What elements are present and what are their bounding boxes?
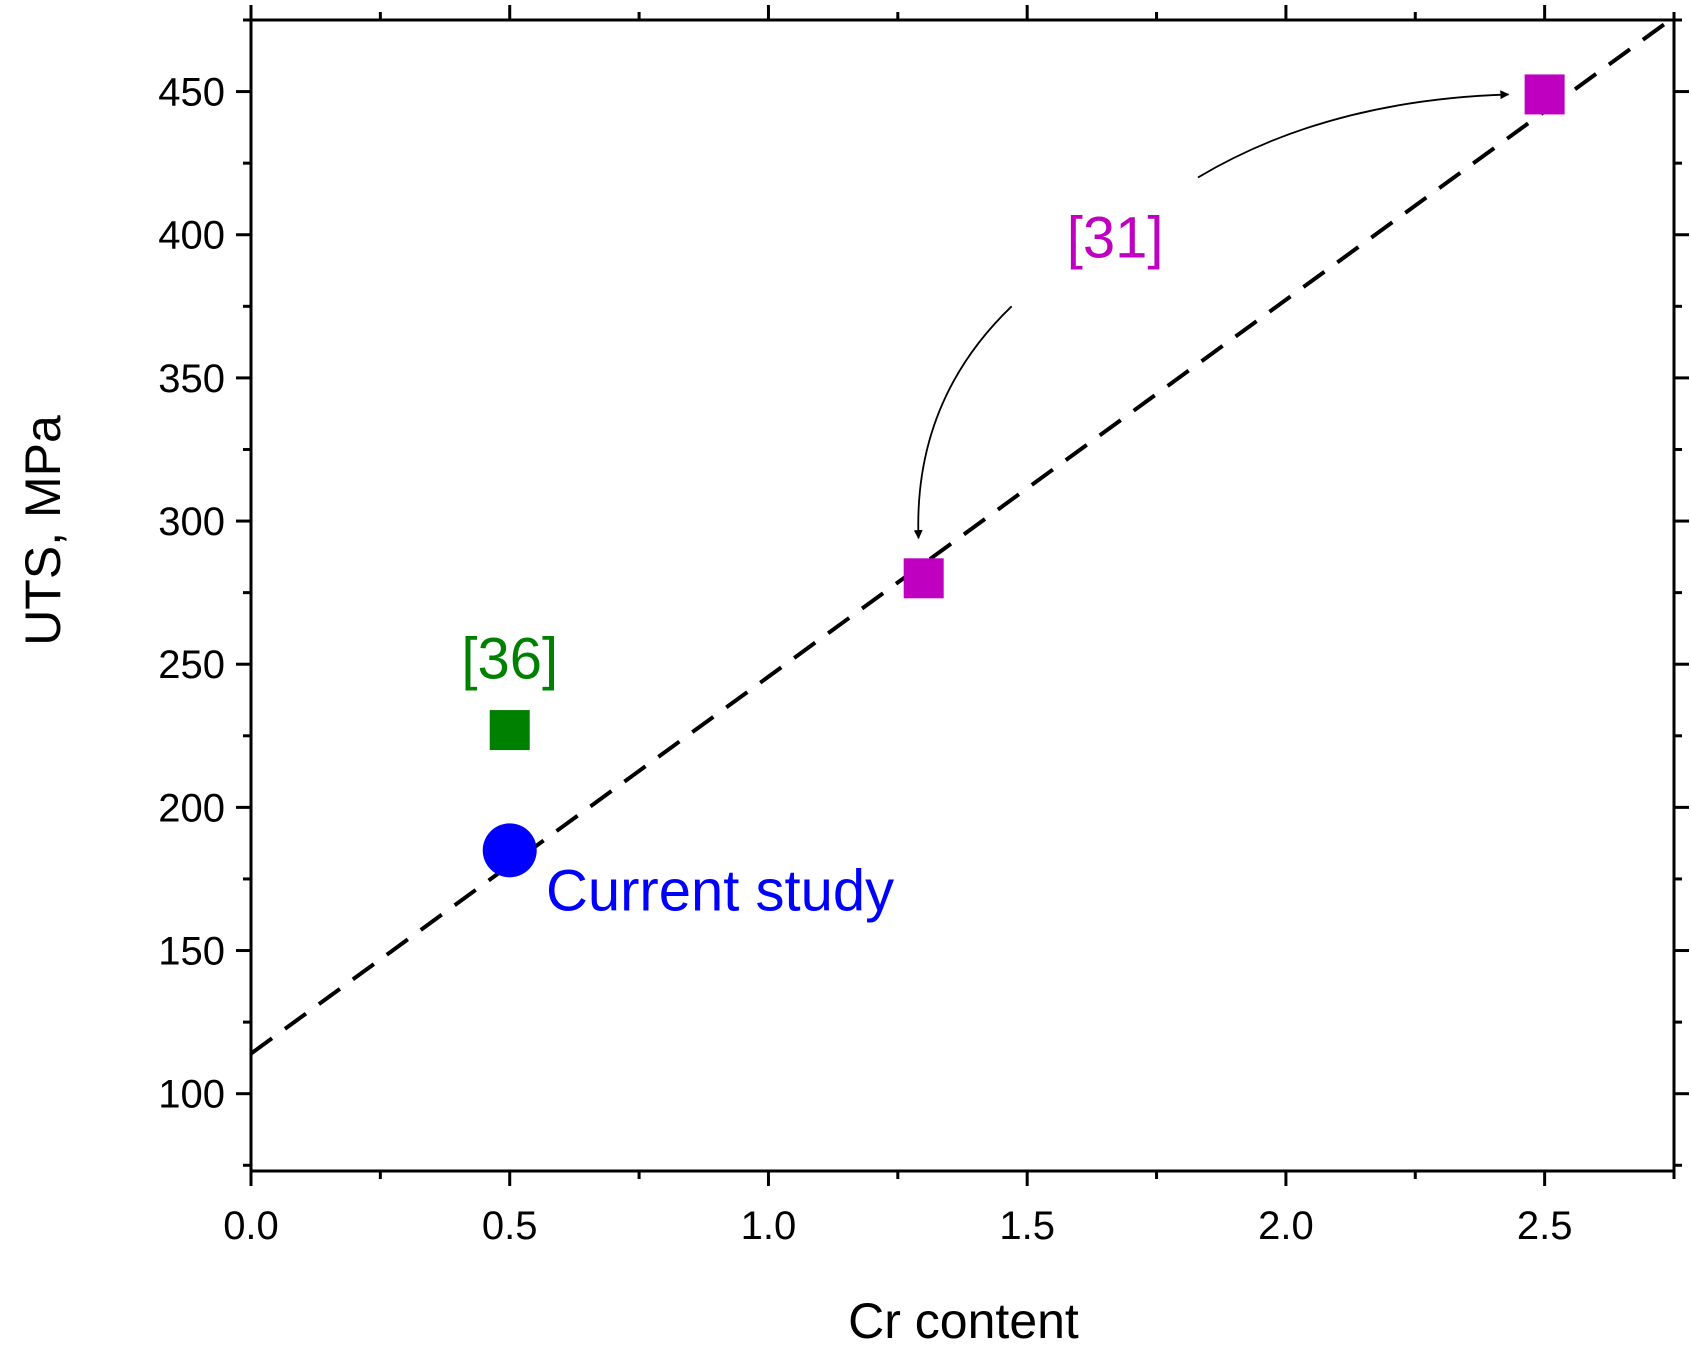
y-tick-label: 200 <box>158 786 225 830</box>
data-point-square <box>489 710 530 751</box>
x-tick-label: 1.0 <box>741 1204 797 1248</box>
annotation-layer: Current study [36] [31] <box>461 206 1163 924</box>
annotation-arrow <box>1197 90 1510 179</box>
x-tick-label: 2.0 <box>1258 1204 1314 1248</box>
x-tick-label: 1.5 <box>999 1204 1055 1248</box>
y-tick-label: 400 <box>158 214 225 258</box>
y-tick-label: 150 <box>158 930 225 974</box>
annotation-label: [36] <box>461 627 558 692</box>
y-tick-label: 100 <box>158 1073 225 1117</box>
data-point-square <box>1524 74 1565 115</box>
annotation-label: Current study <box>546 858 894 923</box>
y-tick-label: 450 <box>158 71 225 115</box>
x-axis-title: Cr content <box>848 1293 1079 1349</box>
y-axis-title: UTS, MPa <box>15 415 71 646</box>
x-tick-label: 2.5 <box>1517 1204 1573 1248</box>
x-tick-label: 0.0 <box>223 1204 279 1248</box>
trendline-layer <box>249 15 1676 1056</box>
x-tick-label: 0.5 <box>482 1204 538 1248</box>
data-point-circle <box>482 823 537 878</box>
plot-frame <box>249 18 1676 1173</box>
points-layer <box>482 74 1565 878</box>
y-tick-label: 250 <box>158 643 225 687</box>
y-tick-label: 350 <box>158 357 225 401</box>
annotation-label: [31] <box>1067 206 1164 271</box>
annotation-arrow <box>913 305 1013 540</box>
axes-layer <box>249 18 1676 1173</box>
arrow-layer <box>913 90 1510 540</box>
trendline <box>249 15 1676 1056</box>
data-point-square <box>903 558 944 599</box>
y-tick-label: 300 <box>158 500 225 544</box>
ticks-layer: 0.0 0.5 1.0 1.5 2.0 2.5 100 150 200 250 300 350 400 4… <box>158 5 1689 1248</box>
